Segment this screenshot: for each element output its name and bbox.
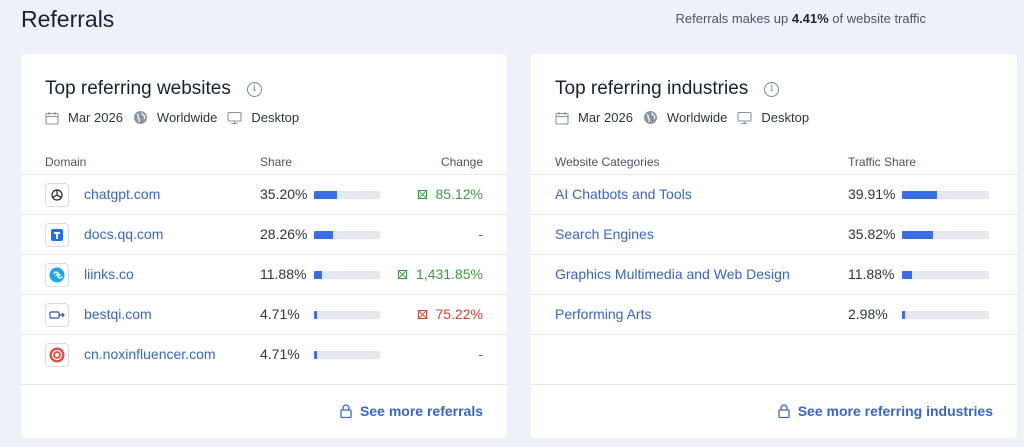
traffic-share-note: Referrals makes up 4.41% of website traf… xyxy=(675,11,926,26)
see-more-industries-link[interactable]: See more referring industries xyxy=(778,403,993,419)
share-bar xyxy=(314,271,380,279)
change-up-icon xyxy=(398,269,408,279)
calendar-icon xyxy=(555,111,569,125)
category-link[interactable]: AI Chatbots and Tools xyxy=(555,186,692,202)
column-change: Change xyxy=(440,155,483,169)
table-header: Website Categories Traffic Share xyxy=(531,148,1017,175)
share-value: 4.71% xyxy=(260,306,300,322)
lock-icon xyxy=(340,404,352,418)
meta-region: Worldwide xyxy=(156,110,218,125)
category-link[interactable]: Search Engines xyxy=(555,226,654,242)
domain-link[interactable]: cn.noxinfluencer.com xyxy=(84,346,216,362)
share-bar xyxy=(314,191,380,199)
traffic-share-value: 4.41% xyxy=(791,11,829,26)
change-value: 85.12% xyxy=(417,186,483,202)
change-value: 75.22% xyxy=(417,306,483,322)
websites-table: chatgpt.com 35.20% 85.12% docs.qq.com 28… xyxy=(21,175,507,375)
table-row: Search Engines 35.82% xyxy=(531,215,1017,255)
table-row: docs.qq.com 28.26% - xyxy=(21,215,507,255)
change-down-icon xyxy=(417,309,427,319)
share-value: 35.82% xyxy=(848,226,896,242)
change-value: - xyxy=(478,346,483,362)
domain-link[interactable]: chatgpt.com xyxy=(84,186,161,202)
category-link[interactable]: Performing Arts xyxy=(555,306,652,322)
share-bar-fill xyxy=(902,191,937,199)
table-row: chatgpt.com 35.20% 85.12% xyxy=(21,175,507,215)
share-bar-fill xyxy=(314,311,318,319)
meta-device: Desktop xyxy=(761,110,810,125)
noxinfluencer-favicon xyxy=(45,343,69,367)
change-value: - xyxy=(478,226,483,242)
table-row: liinks.co 11.88% 1,431.85% xyxy=(21,255,507,295)
info-icon[interactable]: i xyxy=(246,81,262,97)
share-value: 28.26% xyxy=(260,226,308,242)
top-referring-websites-card: Top referring websites i Mar 2026 Worldw… xyxy=(21,54,507,438)
domain-link[interactable]: bestqi.com xyxy=(84,306,152,322)
share-value: 2.98% xyxy=(848,306,888,322)
share-bar xyxy=(902,191,989,199)
card-footer: See more referring industries xyxy=(531,384,1017,438)
info-icon[interactable]: i xyxy=(764,81,780,97)
change-up-icon xyxy=(417,189,427,199)
table-header: Domain Share Change xyxy=(21,148,507,175)
globe-icon xyxy=(133,111,147,124)
share-bar xyxy=(314,351,380,359)
chatgpt-favicon xyxy=(45,183,69,207)
table-row: bestqi.com 4.71% 75.22% xyxy=(21,295,507,335)
tencent-docs-favicon xyxy=(45,223,69,247)
share-value: 35.20% xyxy=(260,186,308,202)
column-share: Share xyxy=(260,155,293,169)
domain-link[interactable]: docs.qq.com xyxy=(84,226,164,242)
see-more-referrals-link[interactable]: See more referrals xyxy=(340,403,483,419)
meta-date: Mar 2026 xyxy=(578,110,633,125)
share-bar xyxy=(902,271,989,279)
table-row: cn.noxinfluencer.com 4.71% - xyxy=(21,335,507,375)
share-value: 11.88% xyxy=(260,266,307,282)
share-bar-fill xyxy=(902,311,905,319)
share-bar-fill xyxy=(314,231,333,239)
table-row: Graphics Multimedia and Web Design 11.88… xyxy=(531,255,1017,295)
column-category: Website Categories xyxy=(555,155,660,169)
desktop-icon xyxy=(227,111,242,124)
change-value: 1,431.85% xyxy=(398,266,483,282)
top-referring-industries-card: Top referring industries i Mar 2026 Worl… xyxy=(531,54,1017,438)
share-bar-fill xyxy=(902,231,934,239)
globe-icon xyxy=(643,111,657,124)
card-meta: Mar 2026 Worldwide Desktop xyxy=(555,110,809,125)
industries-table: AI Chatbots and Tools 39.91% Search Engi… xyxy=(531,175,1017,335)
liinks-favicon xyxy=(45,263,69,287)
card-title: Top referring industries i xyxy=(555,78,780,100)
column-domain: Domain xyxy=(45,155,87,169)
card-title: Top referring websites i xyxy=(45,78,262,100)
column-traffic-share: Traffic Share xyxy=(848,155,917,169)
share-bar-fill xyxy=(314,191,338,199)
share-value: 11.88% xyxy=(848,266,895,282)
table-row: AI Chatbots and Tools 39.91% xyxy=(531,175,1017,215)
share-bar xyxy=(902,311,989,319)
desktop-icon xyxy=(737,111,752,124)
share-bar xyxy=(314,231,380,239)
card-meta: Mar 2026 Worldwide Desktop xyxy=(45,110,299,125)
category-link[interactable]: Graphics Multimedia and Web Design xyxy=(555,266,790,282)
card-footer: See more referrals xyxy=(21,384,507,438)
bestqi-favicon xyxy=(45,303,69,327)
share-bar xyxy=(314,311,380,319)
table-row: Performing Arts 2.98% xyxy=(531,295,1017,335)
share-bar-fill xyxy=(314,351,318,359)
page-title: Referrals xyxy=(21,6,115,32)
meta-date: Mar 2026 xyxy=(68,110,123,125)
share-bar xyxy=(902,231,989,239)
share-bar-fill xyxy=(314,271,322,279)
share-bar-fill xyxy=(902,271,913,279)
lock-icon xyxy=(778,404,790,418)
meta-region: Worldwide xyxy=(666,110,728,125)
domain-link[interactable]: liinks.co xyxy=(84,266,134,282)
share-value: 39.91% xyxy=(848,186,896,202)
share-value: 4.71% xyxy=(260,346,300,362)
calendar-icon xyxy=(45,111,59,125)
meta-device: Desktop xyxy=(251,110,300,125)
